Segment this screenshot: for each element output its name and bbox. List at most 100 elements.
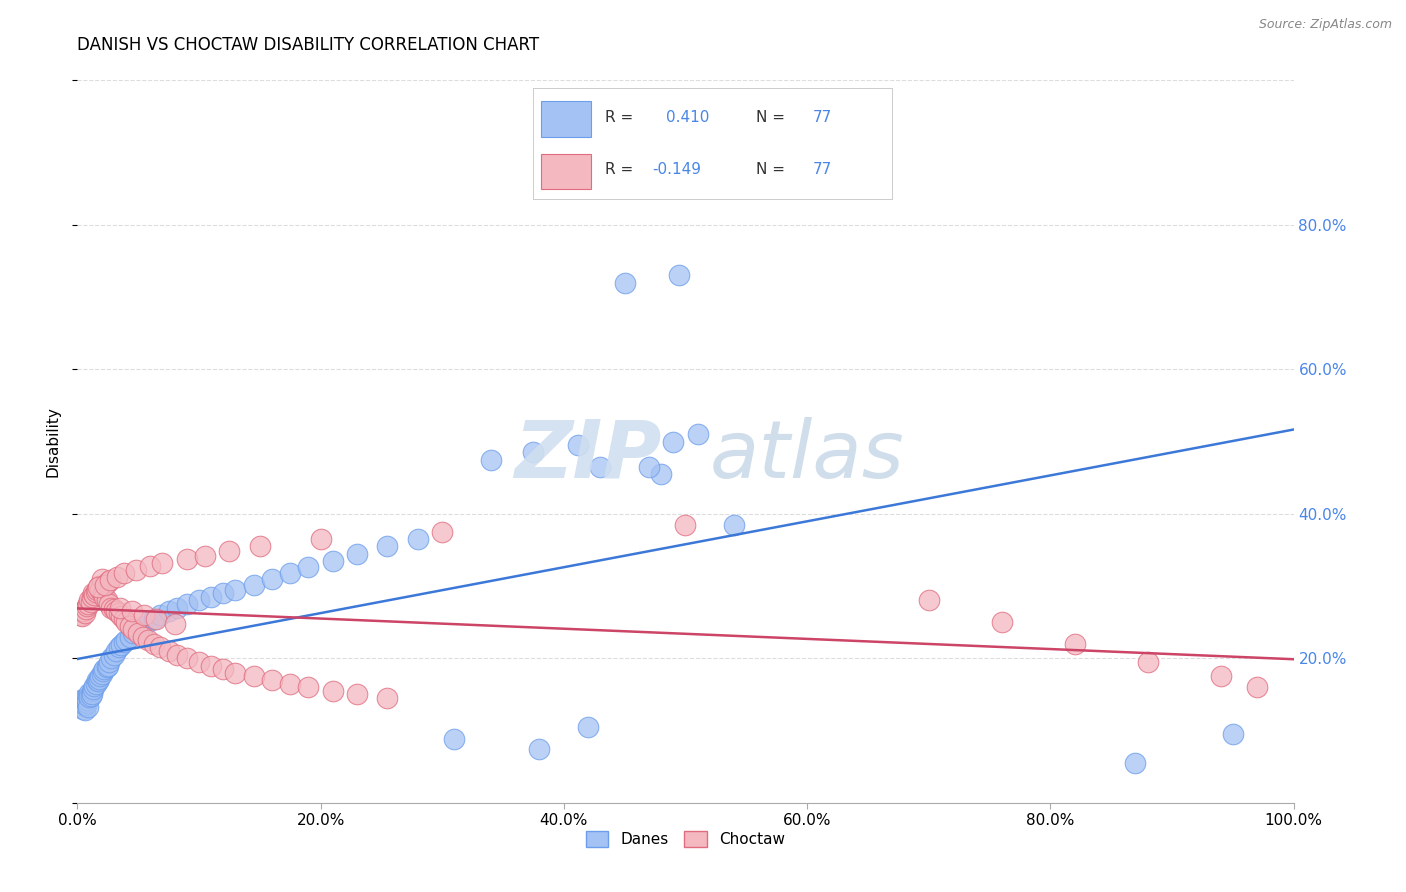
Point (377, 691, 399, 706)
Point (297, 680, 319, 694)
Point (212, 586, 235, 600)
Point (70, 698, 93, 713)
Point (77, 597, 100, 611)
Point (224, 665, 246, 680)
Point (93, 662, 115, 676)
Point (918, 593, 941, 607)
Point (132, 619, 155, 633)
Point (70, 607, 93, 622)
Point (242, 669, 264, 683)
Point (188, 655, 211, 669)
Point (297, 560, 319, 574)
Point (127, 623, 149, 637)
Point (122, 626, 145, 640)
Point (134, 607, 156, 622)
Point (108, 600, 131, 615)
Point (80, 590, 103, 604)
Point (75, 691, 97, 706)
Point (82, 586, 104, 600)
Point (166, 648, 188, 662)
Point (80, 687, 103, 701)
Point (89, 582, 111, 597)
Point (93, 590, 115, 604)
Point (118, 630, 141, 644)
Point (91, 665, 114, 679)
Point (127, 626, 149, 640)
Point (115, 615, 138, 630)
Point (87, 581, 110, 595)
Point (75, 695, 97, 709)
Point (122, 623, 145, 637)
Point (97, 575, 120, 590)
Point (87, 674, 110, 689)
Point (72, 702, 94, 716)
Text: ZIP: ZIP (513, 417, 661, 495)
Point (142, 637, 165, 651)
Point (80, 683, 103, 698)
Point (194, 549, 217, 563)
Point (242, 577, 264, 591)
Point (77, 689, 100, 703)
Point (86, 673, 108, 687)
Point (77, 699, 100, 714)
Point (406, 532, 429, 546)
Legend: Danes, Choctaw: Danes, Choctaw (579, 825, 792, 853)
Point (278, 566, 301, 580)
Point (136, 633, 159, 648)
Point (118, 619, 141, 633)
Point (72, 692, 94, 706)
Point (103, 648, 125, 662)
Point (73, 607, 96, 621)
Point (100, 651, 122, 665)
Point (97, 597, 120, 611)
Point (686, 427, 709, 442)
Point (83, 679, 105, 693)
Point (479, 452, 502, 467)
Point (1246, 680, 1268, 694)
Point (152, 556, 174, 570)
Point (79, 690, 101, 705)
Point (112, 566, 135, 580)
Point (112, 635, 135, 649)
Point (97, 658, 120, 673)
Point (136, 615, 159, 630)
Point (260, 673, 283, 687)
Point (121, 604, 143, 618)
Point (166, 600, 188, 615)
Point (91, 586, 114, 600)
Point (430, 524, 453, 539)
Point (105, 644, 128, 658)
Point (70, 609, 93, 624)
Point (278, 676, 301, 690)
Point (638, 459, 661, 474)
Point (249, 539, 271, 553)
Point (80, 595, 103, 609)
Point (115, 632, 138, 647)
Text: atlas: atlas (710, 417, 904, 495)
Point (224, 582, 246, 597)
Point (149, 640, 172, 655)
Point (443, 732, 465, 747)
Point (89, 669, 111, 683)
Point (522, 445, 544, 459)
Point (589, 459, 612, 474)
Point (200, 658, 222, 673)
Point (139, 558, 162, 573)
Point (90, 667, 112, 681)
Point (1063, 637, 1085, 651)
Point (176, 551, 198, 566)
Point (107, 570, 129, 584)
Point (98, 574, 121, 588)
Point (142, 611, 165, 625)
Point (69, 695, 91, 709)
Point (107, 640, 129, 655)
Point (96, 593, 118, 607)
Point (79, 686, 101, 700)
Point (100, 600, 122, 615)
Point (110, 609, 132, 624)
Point (200, 590, 222, 604)
Point (125, 563, 148, 577)
Text: Source: ZipAtlas.com: Source: ZipAtlas.com (1258, 18, 1392, 31)
Point (260, 572, 283, 586)
Point (84, 676, 107, 690)
